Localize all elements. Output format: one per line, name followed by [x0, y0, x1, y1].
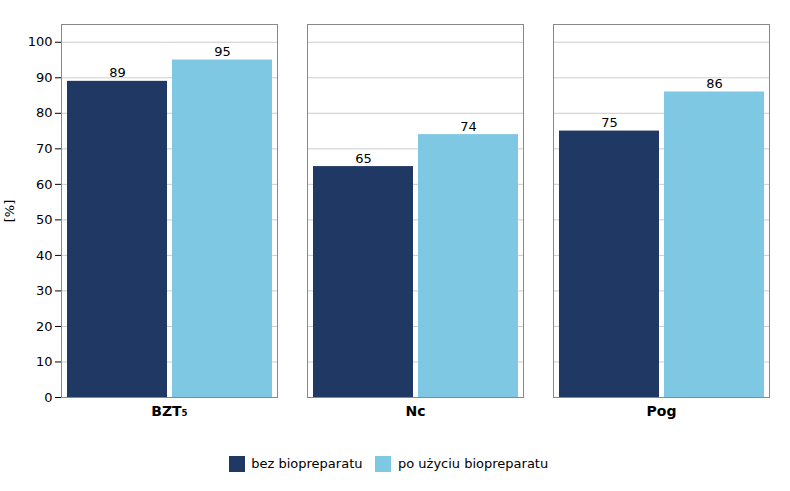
svg-text:40: 40: [36, 248, 53, 263]
svg-text:75: 75: [601, 115, 618, 130]
svg-text:95: 95: [214, 44, 231, 59]
svg-text:20: 20: [36, 319, 53, 334]
svg-text:[%]: [%]: [2, 200, 17, 223]
svg-text:30: 30: [36, 283, 53, 298]
svg-text:60: 60: [36, 177, 53, 192]
svg-text:Pog: Pog: [647, 403, 677, 419]
svg-text:10: 10: [36, 354, 53, 369]
svg-text:86: 86: [706, 76, 723, 91]
svg-text:65: 65: [355, 151, 372, 166]
html-text:bez biopreparatu: bez biopreparatu: [251, 456, 363, 471]
svg-text:0: 0: [44, 390, 52, 405]
svg-text:89: 89: [109, 65, 126, 80]
svg-text:90: 90: [36, 70, 53, 85]
svg-text:100: 100: [28, 34, 53, 49]
svg-text:BZT₅: BZT₅: [151, 403, 188, 419]
svg-text:80: 80: [36, 105, 53, 120]
svg-text:74: 74: [460, 119, 477, 134]
html-text:po użyciu biopreparatu: po użyciu biopreparatu: [398, 456, 549, 471]
svg-text:70: 70: [36, 141, 53, 156]
svg-text:50: 50: [36, 212, 53, 227]
svg-text:Nc: Nc: [405, 403, 425, 419]
